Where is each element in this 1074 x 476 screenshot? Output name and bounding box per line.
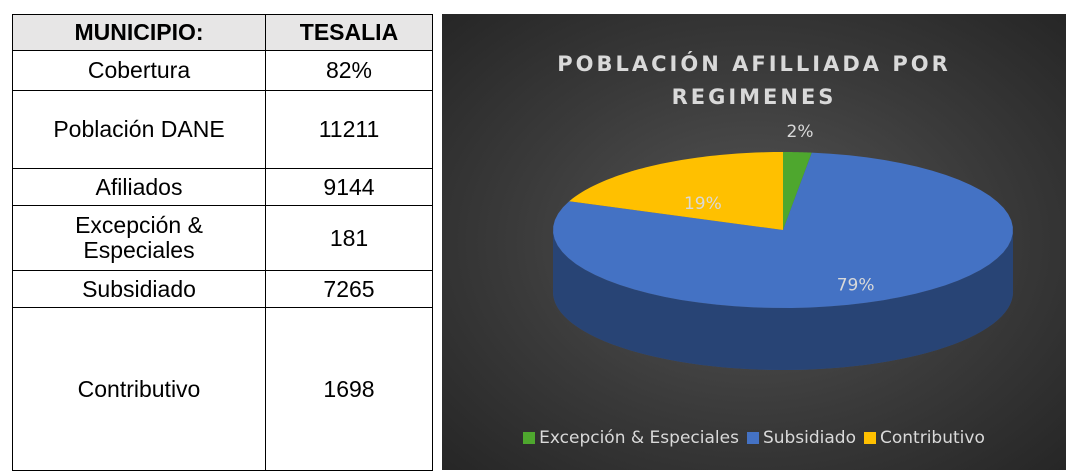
- pie-chart: 2% 79% 19%: [553, 122, 1013, 370]
- legend: Excepción & Especiales Subsidiado Contribu…: [442, 428, 1066, 448]
- legend-item: Subsidiado: [746, 428, 856, 448]
- chart-title: POBLACIÓN AFILLIADA POR REGIMENES: [557, 52, 951, 109]
- table-row: Población DANE 11211: [12, 90, 433, 169]
- table-cell: 7265: [265, 270, 433, 308]
- legend-label: Subsidiado: [762, 428, 856, 448]
- data-label: 79%: [837, 276, 875, 296]
- table-cell: Subsidiado: [12, 270, 266, 308]
- header-cell: MUNICIPIO:: [12, 14, 266, 51]
- table-cell: 82%: [265, 50, 433, 91]
- legend-item: Contributivo: [864, 428, 985, 448]
- table-row: Afiliados 9144: [12, 168, 433, 206]
- pie-slice: [553, 152, 1013, 308]
- table-cell: 9144: [265, 168, 433, 206]
- pie-side-shade: [553, 230, 1013, 370]
- table-cell: 11211: [265, 90, 433, 169]
- table-row: Excepción & Especiales 181: [12, 205, 433, 271]
- legend-label: Excepción & Especiales: [539, 428, 739, 448]
- legend-swatch: [746, 432, 759, 444]
- pie-side: [553, 230, 1013, 370]
- data-label: 2%: [787, 122, 814, 142]
- table-cell: 1698: [265, 307, 433, 471]
- legend-item: Excepción & Especiales: [523, 428, 739, 448]
- data-label: 19%: [684, 194, 722, 214]
- legend-swatch: [523, 432, 536, 444]
- table-cell: Población DANE: [12, 90, 266, 169]
- pie-slice: [783, 152, 812, 230]
- table-cell: Cobertura: [12, 50, 266, 91]
- table-cell: Contributivo: [12, 307, 266, 471]
- header-cell: TESALIA: [265, 14, 433, 51]
- table-row: Subsidiado 7265: [12, 270, 433, 308]
- header-row: MUNICIPIO: TESALIA: [12, 14, 433, 51]
- table-row: Cobertura 82%: [12, 50, 433, 91]
- legend-swatch: [864, 432, 876, 444]
- table-cell: Excepción & Especiales: [12, 205, 266, 271]
- data-table: MUNICIPIO: TESALIA Cobertura 82% Población…: [12, 14, 433, 471]
- table-row: Contributivo 1698: [12, 307, 433, 471]
- table-cell: Afiliados: [12, 168, 266, 206]
- legend-label: Contributivo: [880, 428, 985, 448]
- table-cell: 181: [265, 205, 433, 271]
- pie-slice: [569, 152, 783, 230]
- chart-panel: 2% 79% 19% POBLACIÓN AFILLIADA POR REGIMEN…: [442, 14, 1066, 470]
